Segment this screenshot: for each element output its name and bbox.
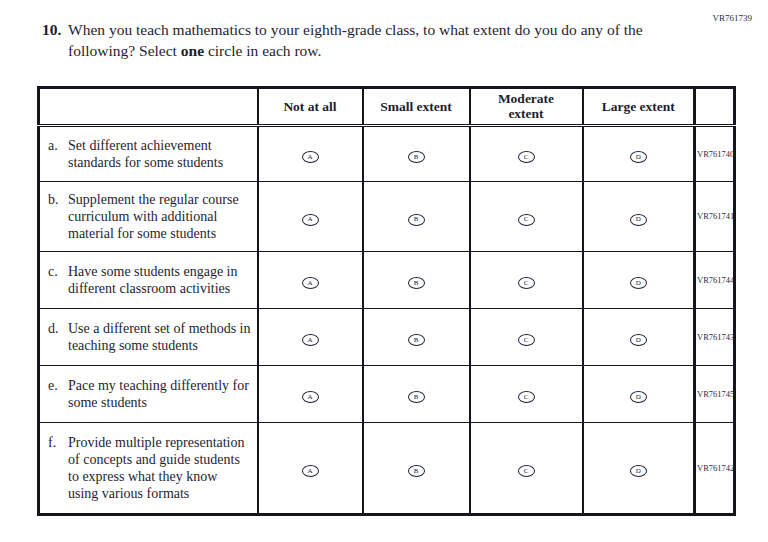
option-cell: D — [583, 181, 695, 251]
item-letter: c. — [48, 263, 68, 297]
answer-bubble-d[interactable]: D — [630, 214, 647, 226]
option-cell: D — [583, 422, 695, 514]
table-row: d.Use a different set of methods in teac… — [39, 308, 735, 365]
option-cell: B — [363, 308, 470, 365]
questionnaire-page: VR761739 10. When you teach mathematics … — [0, 0, 768, 542]
code-column-header — [695, 87, 735, 125]
answer-bubble-a[interactable]: A — [302, 214, 319, 226]
row-code: VR761744 — [695, 251, 735, 308]
option-cell: C — [470, 365, 583, 422]
option-cell: B — [363, 125, 470, 181]
answer-bubble-c[interactable]: C — [518, 214, 535, 226]
answer-bubble-c[interactable]: C — [518, 151, 535, 163]
item-cell: e.Pace my teaching differently for some … — [39, 365, 258, 422]
item-text: Have some students engage in different c… — [68, 263, 251, 297]
option-cell: C — [470, 308, 583, 365]
option-cell: B — [363, 251, 470, 308]
item-text: Provide multiple representation of conce… — [68, 434, 251, 502]
answer-bubble-a[interactable]: A — [302, 334, 319, 346]
item-letter: b. — [48, 191, 68, 242]
option-cell: A — [258, 181, 363, 251]
option-cell: D — [583, 308, 695, 365]
option-cell: C — [470, 181, 583, 251]
row-code: VR761740 — [695, 125, 735, 181]
table-row: f.Provide multiple representation of con… — [39, 422, 735, 514]
option-cell: A — [258, 422, 363, 514]
column-header-moderate-extent: Moderate extent — [470, 87, 583, 125]
answer-bubble-d[interactable]: D — [630, 391, 647, 403]
item-cell: c.Have some students engage in different… — [39, 251, 258, 308]
option-cell: A — [258, 251, 363, 308]
item-text: Supplement the regular course curriculum… — [68, 191, 251, 242]
page-code: VR761739 — [712, 13, 752, 23]
item-column-header — [39, 87, 258, 125]
answer-bubble-a[interactable]: A — [302, 277, 319, 289]
option-cell: D — [583, 365, 695, 422]
item-text: Pace my teaching differently for some st… — [68, 377, 251, 411]
row-code: VR761742 — [695, 422, 735, 514]
survey-table: Not at allSmall extentModerate extentLar… — [37, 86, 736, 516]
row-code: VR761741 — [695, 181, 735, 251]
answer-bubble-b[interactable]: B — [408, 214, 425, 226]
row-code: VR761745 — [695, 365, 735, 422]
answer-bubble-d[interactable]: D — [630, 465, 647, 477]
question-number: 10. — [42, 20, 68, 62]
answer-bubble-b[interactable]: B — [408, 465, 425, 477]
question-text-end: circle in each row. — [204, 42, 321, 59]
option-cell: D — [583, 125, 695, 181]
column-header-not-at-all: Not at all — [258, 87, 363, 125]
option-cell: C — [470, 251, 583, 308]
answer-bubble-a[interactable]: A — [302, 391, 319, 403]
item-text: Set different achievement standards for … — [68, 137, 251, 171]
answer-bubble-a[interactable]: A — [302, 465, 319, 477]
answer-bubble-c[interactable]: C — [518, 277, 535, 289]
question-text-bold: one — [181, 42, 204, 59]
question-text-start: When you teach mathematics to your eight… — [68, 21, 643, 59]
item-cell: a.Set different achievement standards fo… — [39, 125, 258, 181]
option-cell: B — [363, 181, 470, 251]
question-block: 10. When you teach mathematics to your e… — [0, 0, 768, 62]
table-row: a.Set different achievement standards fo… — [39, 125, 735, 181]
column-header-large-extent: Large extent — [583, 87, 695, 125]
table-row: c.Have some students engage in different… — [39, 251, 735, 308]
answer-bubble-d[interactable]: D — [630, 334, 647, 346]
item-letter: e. — [48, 377, 68, 411]
item-letter: f. — [48, 434, 68, 502]
answer-bubble-b[interactable]: B — [408, 151, 425, 163]
option-cell: B — [363, 365, 470, 422]
item-letter: a. — [48, 137, 68, 171]
option-cell: C — [470, 125, 583, 181]
item-letter: d. — [48, 320, 68, 354]
item-text: Use a different set of methods in teachi… — [68, 320, 251, 354]
table-header-row: Not at allSmall extentModerate extentLar… — [39, 87, 735, 125]
answer-bubble-d[interactable]: D — [630, 277, 647, 289]
item-cell: f.Provide multiple representation of con… — [39, 422, 258, 514]
row-code: VR761743 — [695, 308, 735, 365]
answer-bubble-c[interactable]: C — [518, 465, 535, 477]
answer-bubble-a[interactable]: A — [302, 151, 319, 163]
question-text: When you teach mathematics to your eight… — [68, 20, 688, 62]
option-cell: D — [583, 251, 695, 308]
answer-bubble-b[interactable]: B — [408, 277, 425, 289]
item-cell: b.Supplement the regular course curricul… — [39, 181, 258, 251]
answer-bubble-b[interactable]: B — [408, 391, 425, 403]
item-cell: d.Use a different set of methods in teac… — [39, 308, 258, 365]
option-cell: C — [470, 422, 583, 514]
option-cell: B — [363, 422, 470, 514]
answer-bubble-c[interactable]: C — [518, 391, 535, 403]
option-cell: A — [258, 365, 363, 422]
answer-bubble-c[interactable]: C — [518, 334, 535, 346]
option-cell: A — [258, 125, 363, 181]
column-header-small-extent: Small extent — [363, 87, 470, 125]
answer-bubble-b[interactable]: B — [408, 334, 425, 346]
answer-bubble-d[interactable]: D — [630, 151, 647, 163]
option-cell: A — [258, 308, 363, 365]
table-row: b.Supplement the regular course curricul… — [39, 181, 735, 251]
table-row: e.Pace my teaching differently for some … — [39, 365, 735, 422]
